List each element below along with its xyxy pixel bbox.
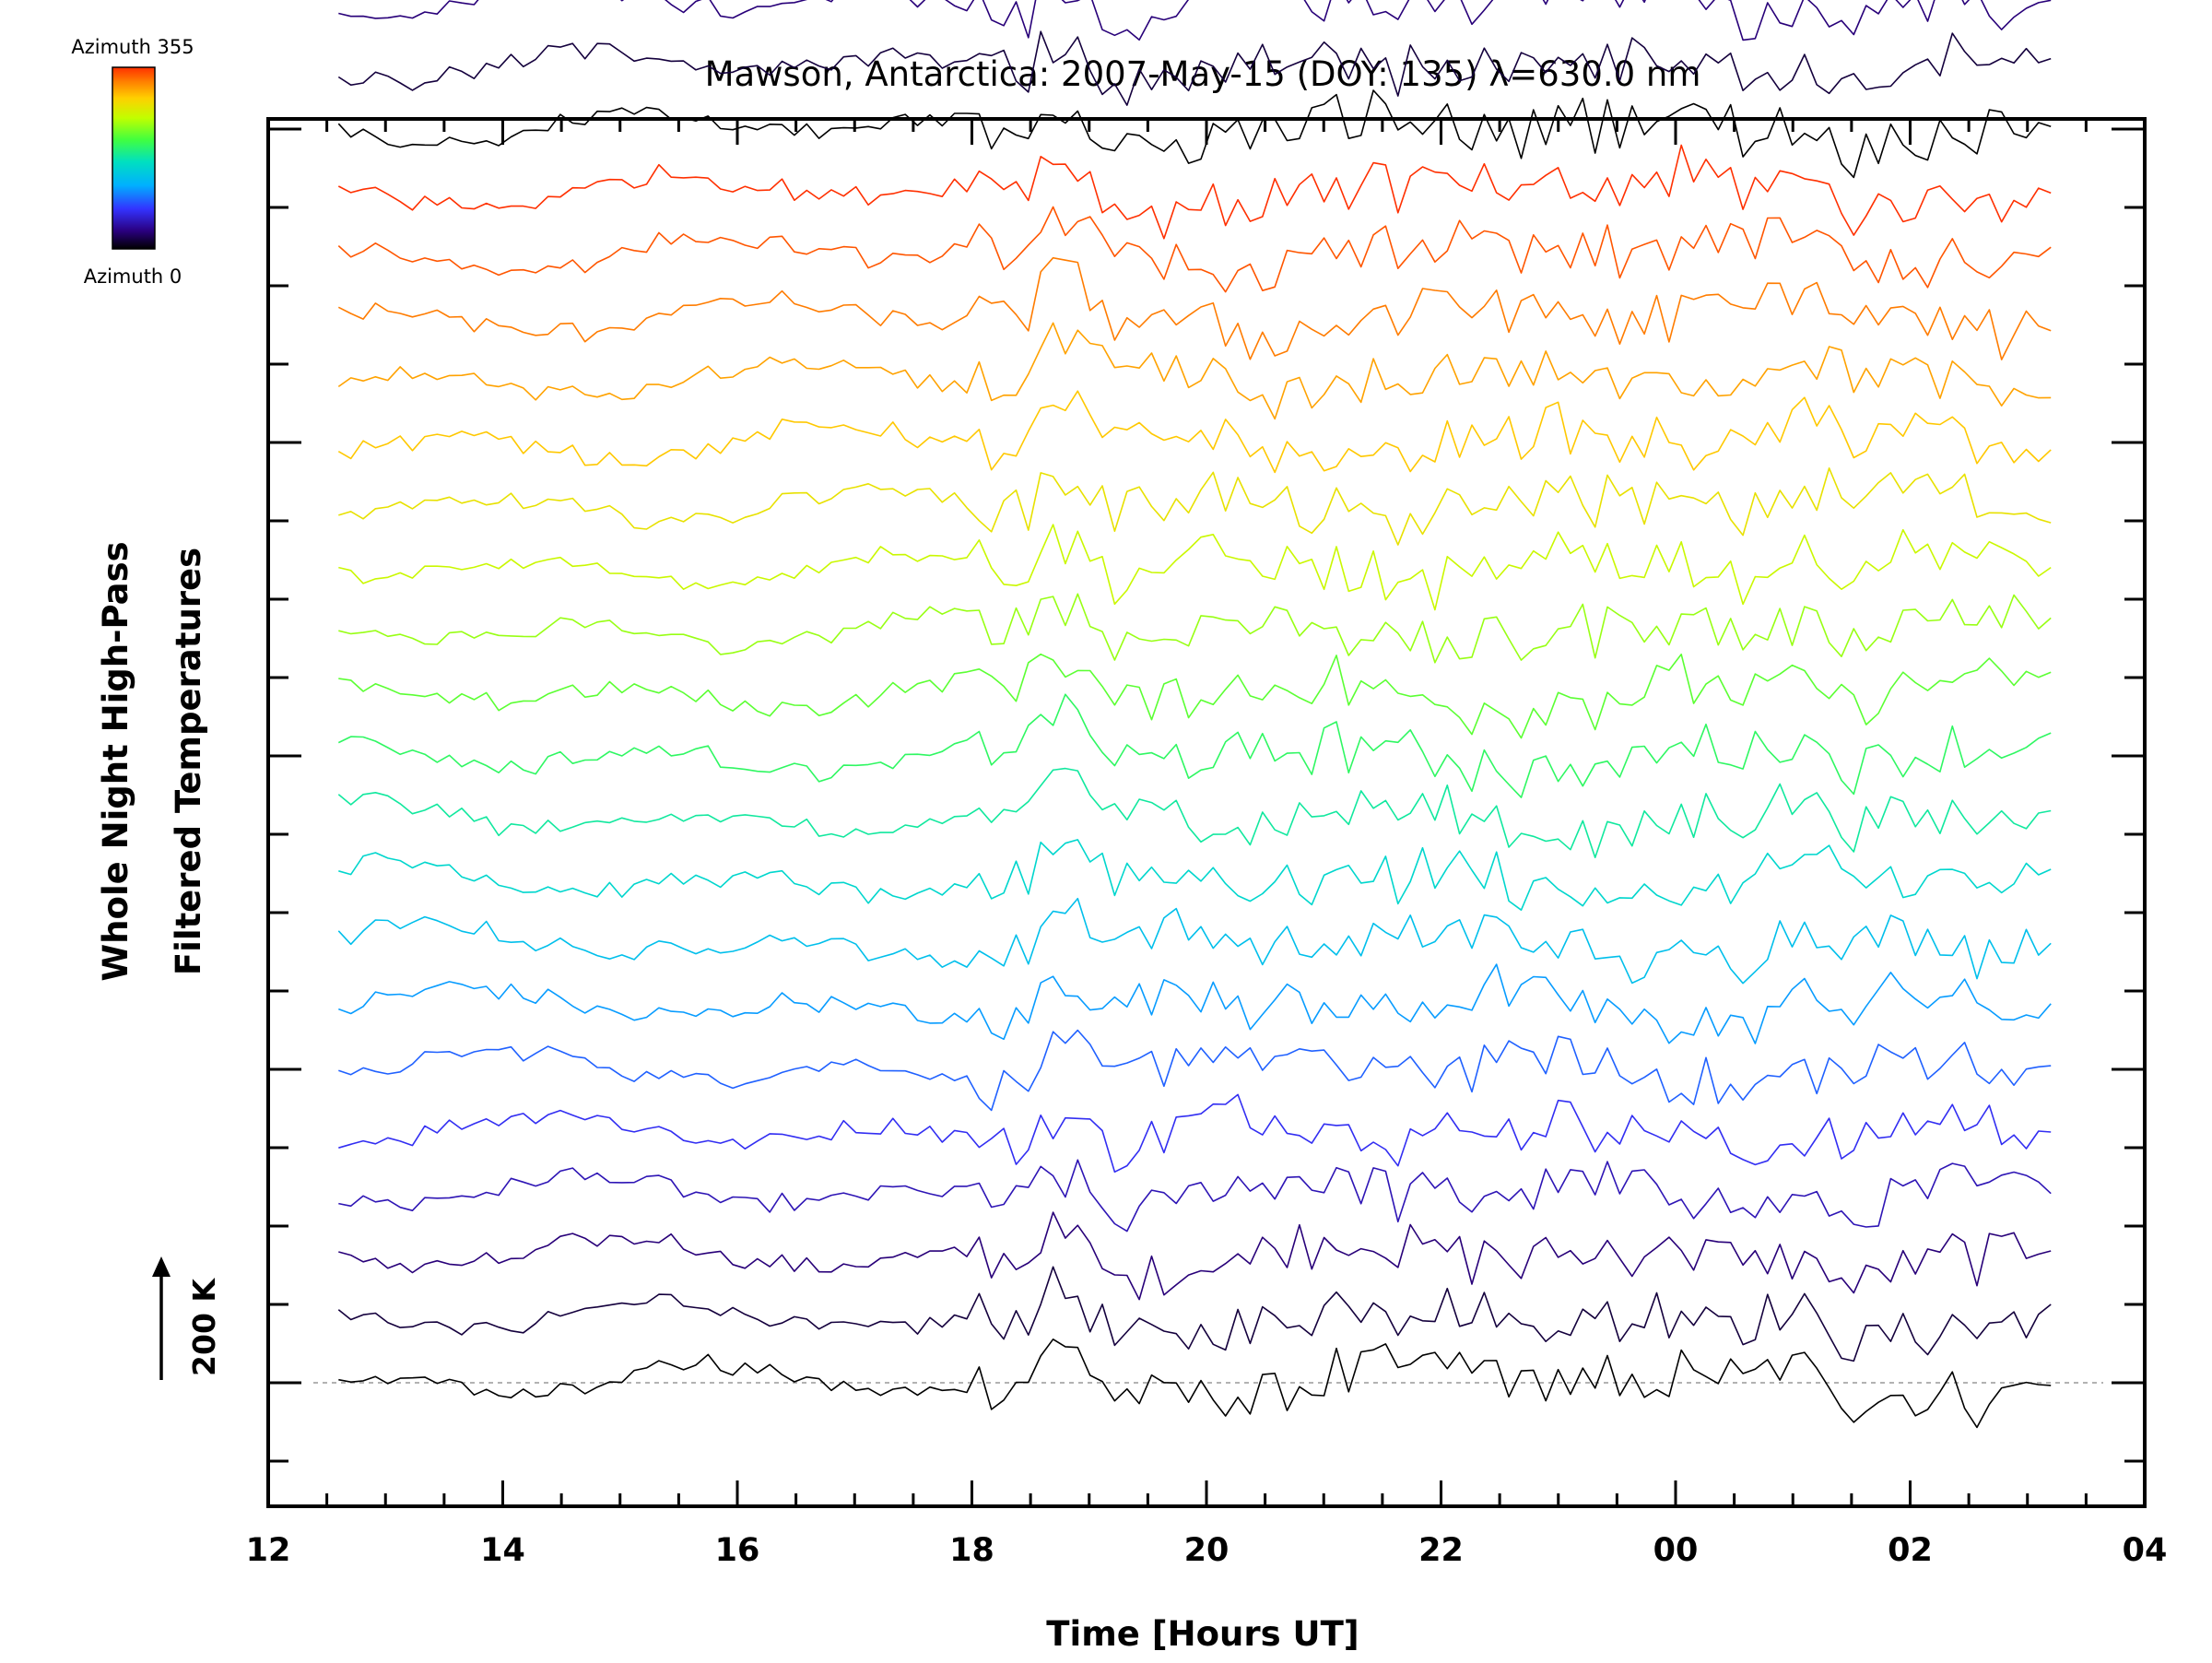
series-line xyxy=(338,839,2052,912)
x-axis-label: Time [Hours UT] xyxy=(1046,1614,1359,1654)
series-line xyxy=(338,593,2052,664)
series-line xyxy=(337,390,2052,474)
colorbar-bottom-label: Azimuth 0 xyxy=(84,265,182,288)
scale-arrow xyxy=(152,1256,171,1380)
y-axis-label-line1: Whole Night High-Pass xyxy=(96,541,135,981)
series-line xyxy=(338,0,2052,41)
series-line xyxy=(338,1159,2052,1233)
series-line xyxy=(337,30,2052,106)
series-line xyxy=(338,1029,2052,1112)
series-line xyxy=(337,256,2052,360)
series-line xyxy=(337,767,2052,859)
series-line xyxy=(338,653,2052,739)
chart-title: Mawson, Antarctica: 2007-May-15 (DOY: 13… xyxy=(705,54,1701,94)
x-tick-label: 22 xyxy=(1418,1532,1464,1569)
colorbar-top-label: Azimuth 355 xyxy=(71,36,194,58)
x-axis-ticks xyxy=(266,119,2147,1506)
x-tick-label: 18 xyxy=(949,1532,994,1569)
series-line xyxy=(337,1266,2052,1362)
azimuth-colorbar xyxy=(112,66,156,250)
x-axis-tick-labels: 12 14 16 18 20 22 00 02 04 xyxy=(246,1532,2168,1569)
series-line xyxy=(337,206,2052,293)
series-line xyxy=(338,524,2052,611)
x-tick-label: 14 xyxy=(480,1532,525,1569)
series-line xyxy=(337,897,2052,985)
y-axis-ticks xyxy=(268,127,2145,1463)
series-line xyxy=(338,1211,2052,1301)
x-tick-label: 16 xyxy=(715,1532,760,1569)
x-tick-label: 02 xyxy=(1888,1532,1933,1569)
series-line xyxy=(337,693,2052,798)
x-tick-label: 04 xyxy=(2123,1532,2168,1569)
x-tick-label: 20 xyxy=(1184,1532,1230,1569)
series-group xyxy=(337,0,2052,1429)
scale-label: 200 K xyxy=(186,1278,222,1376)
series-line xyxy=(337,322,2052,420)
series-line xyxy=(338,1339,2052,1429)
series-line xyxy=(337,144,2052,240)
series-line xyxy=(337,89,2052,179)
series-line xyxy=(338,963,2052,1044)
x-tick-label: 00 xyxy=(1653,1532,1699,1569)
y-axis-label-line2: Filtered Temperatures xyxy=(169,548,208,975)
series-line xyxy=(338,1093,2052,1174)
x-tick-label: 12 xyxy=(246,1532,291,1569)
series-line xyxy=(338,466,2052,546)
